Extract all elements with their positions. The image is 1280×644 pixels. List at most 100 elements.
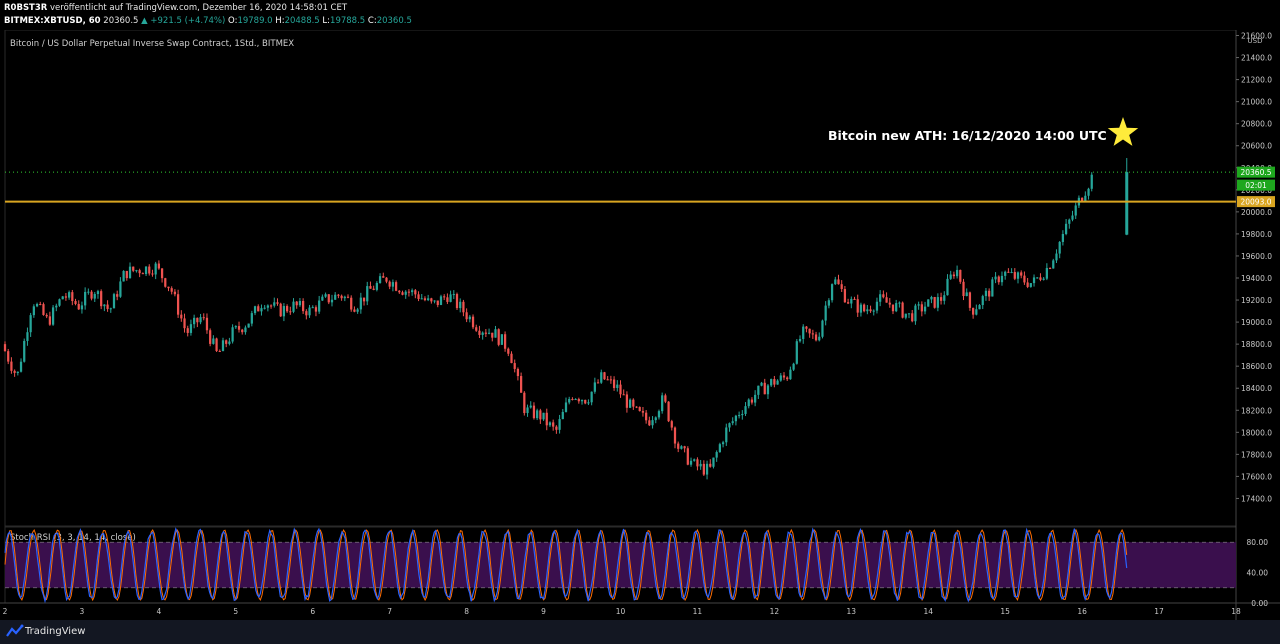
candle-body[interactable] xyxy=(295,301,298,306)
candle-body[interactable] xyxy=(23,340,26,362)
candle-body[interactable] xyxy=(64,296,68,298)
candle-body[interactable] xyxy=(55,305,58,308)
candle-body[interactable] xyxy=(362,297,366,302)
candle-body[interactable] xyxy=(314,307,318,312)
candle-body[interactable] xyxy=(837,279,840,285)
candle-body[interactable] xyxy=(507,348,510,354)
candle-body[interactable] xyxy=(1068,219,1071,224)
candle-body[interactable] xyxy=(491,332,494,338)
candle-body[interactable] xyxy=(632,399,635,407)
candle-body[interactable] xyxy=(407,291,411,293)
candle-body[interactable] xyxy=(712,457,715,467)
candle-body[interactable] xyxy=(1036,277,1039,279)
candle-body[interactable] xyxy=(571,398,574,400)
candle-body[interactable] xyxy=(125,270,128,279)
candle-body[interactable] xyxy=(29,315,32,333)
candle-body[interactable] xyxy=(564,402,568,412)
candle-body[interactable] xyxy=(968,292,972,308)
candle-body[interactable] xyxy=(484,332,487,334)
candle-body[interactable] xyxy=(1064,223,1068,235)
candle-body[interactable] xyxy=(468,316,471,320)
candle-body[interactable] xyxy=(1045,268,1048,279)
candle-body[interactable] xyxy=(1048,268,1052,270)
candle-body[interactable] xyxy=(327,294,330,303)
candle-body[interactable] xyxy=(532,405,536,419)
candle-body[interactable] xyxy=(189,324,193,333)
candle-body[interactable] xyxy=(90,291,93,299)
candle-body[interactable] xyxy=(80,305,84,310)
candle-body[interactable] xyxy=(811,333,814,335)
candle-body[interactable] xyxy=(378,276,382,284)
candle-body[interactable] xyxy=(834,279,837,285)
candle-body[interactable] xyxy=(850,298,853,304)
candle-body[interactable] xyxy=(372,288,375,290)
candle-body[interactable] xyxy=(683,446,686,449)
candle-body[interactable] xyxy=(869,309,872,312)
candle-body[interactable] xyxy=(984,290,988,297)
candle-body[interactable] xyxy=(670,421,673,428)
candle-body[interactable] xyxy=(276,302,279,304)
candle-body[interactable] xyxy=(144,266,148,275)
candle-body[interactable] xyxy=(741,413,744,416)
candle-body[interactable] xyxy=(398,290,401,293)
candle-body[interactable] xyxy=(186,328,189,333)
candle-body[interactable] xyxy=(391,282,395,287)
candle-body[interactable] xyxy=(1000,275,1004,283)
candle-body[interactable] xyxy=(846,302,850,304)
candle-body[interactable] xyxy=(654,417,657,421)
candle-body[interactable] xyxy=(170,288,173,292)
candle-body[interactable] xyxy=(481,332,484,335)
candle-body[interactable] xyxy=(539,410,542,420)
candle-body[interactable] xyxy=(3,344,7,352)
candle-body[interactable] xyxy=(334,294,337,300)
candle-body[interactable] xyxy=(955,269,959,277)
candle-body[interactable] xyxy=(443,296,446,298)
candle-body[interactable] xyxy=(1055,253,1058,261)
candle-body[interactable] xyxy=(228,341,231,344)
candle-body[interactable] xyxy=(628,399,632,408)
candle-body[interactable] xyxy=(824,305,827,321)
candle-body[interactable] xyxy=(792,363,795,370)
candle-body[interactable] xyxy=(157,263,160,269)
candle-body[interactable] xyxy=(776,380,779,385)
candle-body[interactable] xyxy=(465,312,468,320)
main-pane[interactable] xyxy=(4,30,1237,527)
candle-body[interactable] xyxy=(840,284,843,290)
candle-body[interactable] xyxy=(645,412,648,421)
candle-body[interactable] xyxy=(821,320,824,337)
candle-body[interactable] xyxy=(343,296,346,299)
candle-body[interactable] xyxy=(770,379,773,386)
candle-body[interactable] xyxy=(1013,272,1016,279)
candle-body[interactable] xyxy=(907,313,911,315)
candle-body[interactable] xyxy=(446,297,449,302)
candle-body[interactable] xyxy=(638,407,641,412)
candle-body[interactable] xyxy=(1032,277,1036,284)
candle-body[interactable] xyxy=(648,420,651,426)
candle-body[interactable] xyxy=(414,290,417,295)
candle-body[interactable] xyxy=(603,372,606,380)
candle-body[interactable] xyxy=(427,298,430,301)
candle-body[interactable] xyxy=(721,442,725,445)
price-chart[interactable]: Bitcoin / US Dollar Perpetual Inverse Sw… xyxy=(0,30,1280,620)
candle-body[interactable] xyxy=(856,299,859,313)
candle-body[interactable] xyxy=(657,411,661,418)
candle-body[interactable] xyxy=(946,278,949,296)
candle-body[interactable] xyxy=(795,341,798,364)
candle-body[interactable] xyxy=(1081,197,1084,202)
candle-body[interactable] xyxy=(818,336,821,341)
candle-body[interactable] xyxy=(558,419,561,430)
candle-body[interactable] xyxy=(151,273,154,275)
candle-body[interactable] xyxy=(305,311,308,316)
candle-body[interactable] xyxy=(930,297,933,300)
candle-body[interactable] xyxy=(920,304,923,312)
candle-body[interactable] xyxy=(84,291,87,306)
candle-body[interactable] xyxy=(577,399,580,402)
candle-body[interactable] xyxy=(132,266,135,271)
candle-body[interactable] xyxy=(936,297,939,308)
candle-body[interactable] xyxy=(737,415,741,417)
candle-body[interactable] xyxy=(497,329,500,345)
candle-body[interactable] xyxy=(782,375,786,378)
candle-body[interactable] xyxy=(475,327,478,331)
candle-body[interactable] xyxy=(1020,272,1023,276)
candle-body[interactable] xyxy=(664,395,667,402)
